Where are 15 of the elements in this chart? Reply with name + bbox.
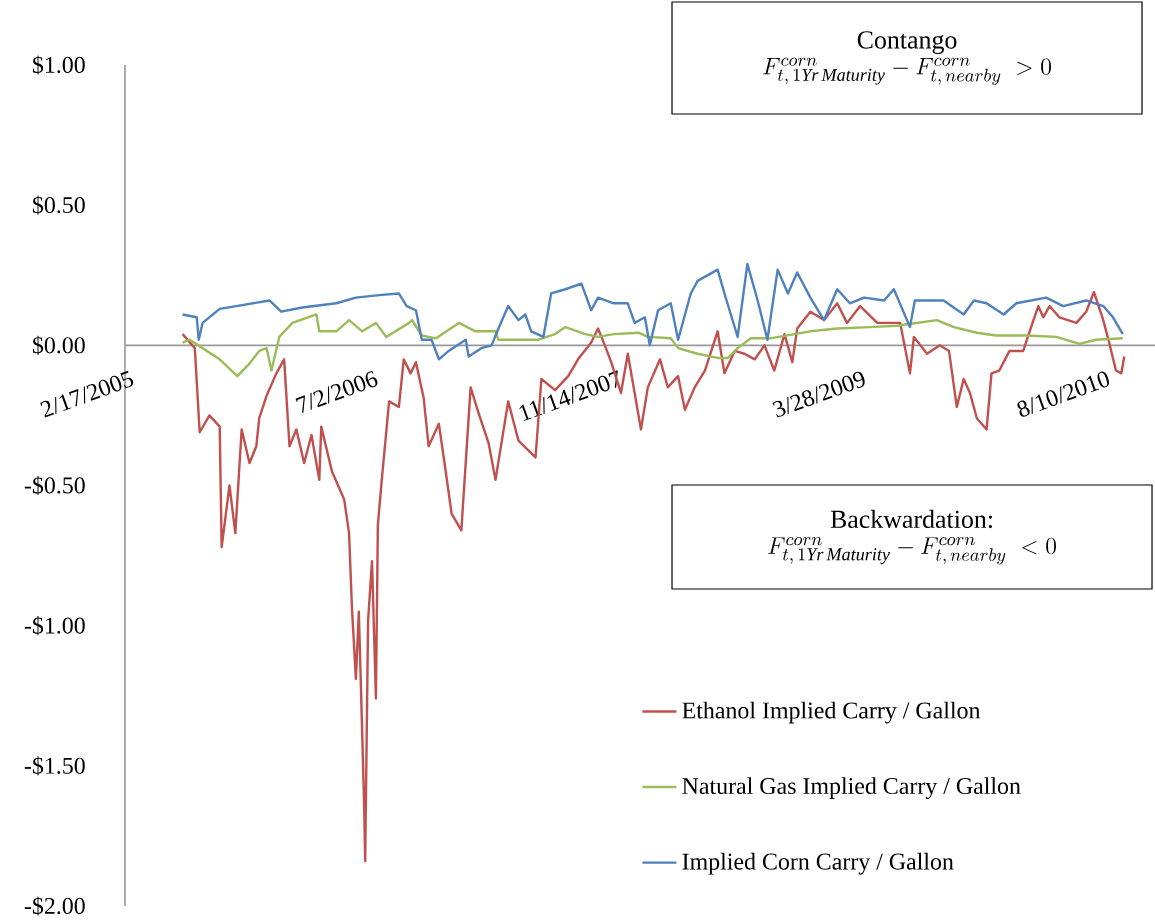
annotation: $F^{corn}_{t,\,1\mathit{Yr\,Maturity}} - F^{corn}_{t,\,nearby} \; > 0$ — [763, 57, 1051, 85]
legend-label: Ethanol Implied Carry / Gallon — [682, 701, 981, 724]
y-tick-label: -$1.50 — [24, 756, 85, 776]
annotation: $F^{corn}_{t,\,1\mathit{Yr\,Maturity}} - F^{corn}_{t,\,nearby} \; < 0$ — [768, 537, 1056, 565]
y-tick-label: $0.00 — [32, 335, 85, 355]
y-tick-label: -$0.50 — [24, 475, 85, 496]
legend-label: Implied Corn Carry / Gallon — [682, 852, 954, 875]
legend-label: Natural Gas Implied Carry / Gallon — [682, 777, 1021, 800]
y-tick-label: $1.00 — [32, 55, 85, 75]
line-series — [181, 262, 1124, 361]
y-tick-label: -$2.00 — [24, 896, 85, 916]
annotation: Backwardation: — [830, 509, 992, 529]
y-tick-label: $0.50 — [32, 195, 85, 215]
text: Contango — [857, 31, 957, 54]
y-tick-label: -$1.00 — [24, 616, 85, 636]
